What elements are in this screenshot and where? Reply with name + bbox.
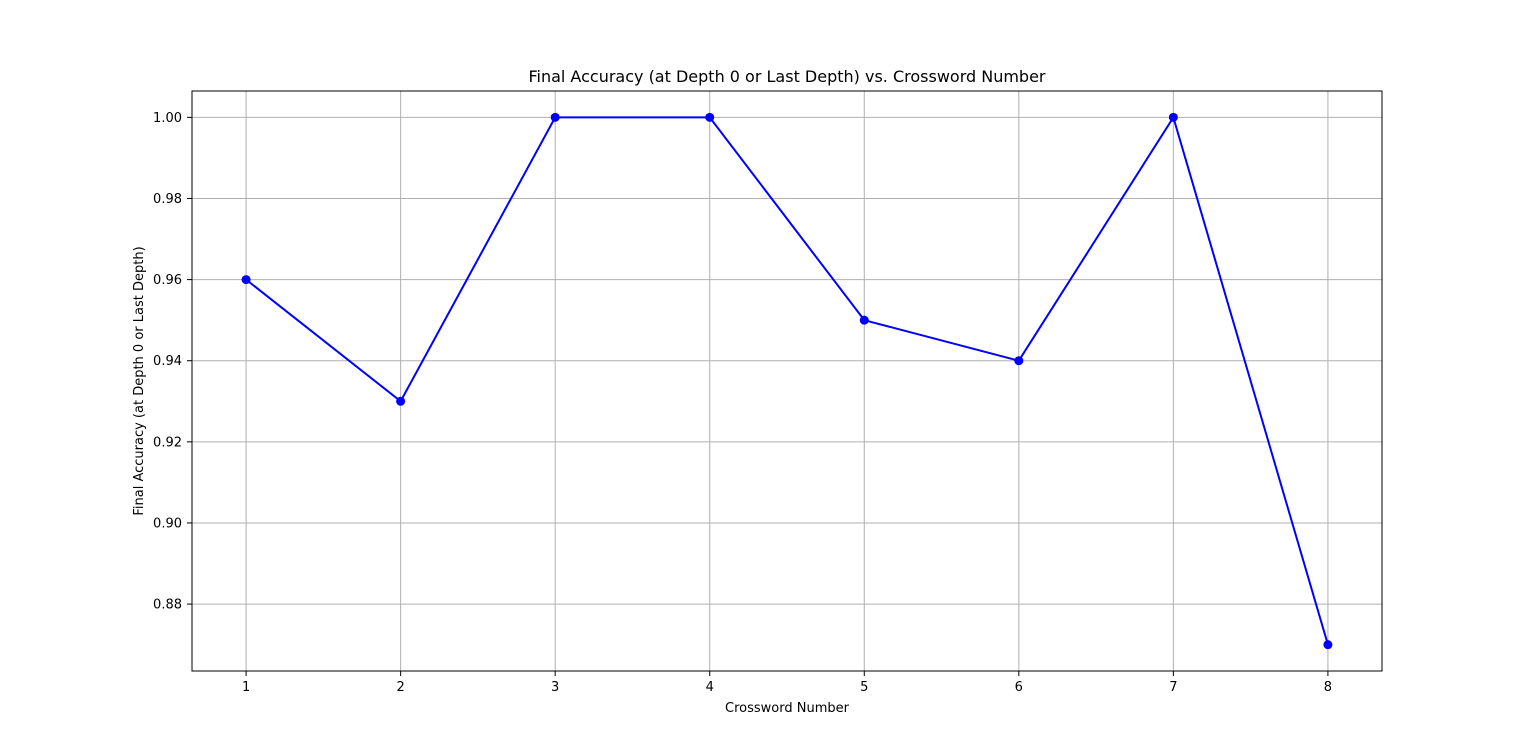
data-point — [1323, 640, 1333, 650]
y-tick-label: 0.98 — [153, 192, 182, 207]
x-tick-label: 6 — [1015, 680, 1023, 695]
y-tick-label: 0.96 — [153, 273, 182, 288]
data-point — [396, 396, 406, 406]
x-axis-label: Crossword Number — [725, 701, 850, 716]
grid — [192, 91, 1382, 671]
data-point — [859, 315, 869, 325]
x-tick-label: 2 — [396, 680, 404, 695]
x-tick-label: 5 — [860, 680, 868, 695]
series-line — [245, 114, 1329, 645]
data-point — [1014, 356, 1024, 366]
y-tick-label: 1.00 — [153, 111, 182, 126]
y-axis-label: Final Accuracy (at Depth 0 or Last Depth… — [132, 246, 147, 515]
x-tick-label: 1 — [242, 680, 250, 695]
y-tick-label: 0.94 — [153, 354, 182, 369]
x-tick-label: 3 — [551, 680, 559, 695]
chart-title: Final Accuracy (at Depth 0 or Last Depth… — [528, 67, 1045, 86]
ticks: 1 2 3 4 5 6 7 8 0.88 0.90 0.92 0.94 0.96 0.98 1.00 — [153, 111, 1332, 695]
data-point — [550, 112, 560, 122]
y-tick-label: 0.90 — [153, 516, 182, 531]
plot-frame — [191, 90, 1383, 672]
data-point — [241, 275, 251, 285]
y-tick-label: 0.92 — [153, 435, 182, 450]
y-tick-label: 0.88 — [153, 598, 182, 613]
data-point — [705, 112, 715, 122]
series — [241, 112, 1333, 650]
x-tick-label: 7 — [1169, 680, 1177, 695]
x-tick-label: 4 — [706, 680, 714, 695]
data-point — [1168, 112, 1178, 122]
x-tick-label: 8 — [1324, 680, 1332, 695]
